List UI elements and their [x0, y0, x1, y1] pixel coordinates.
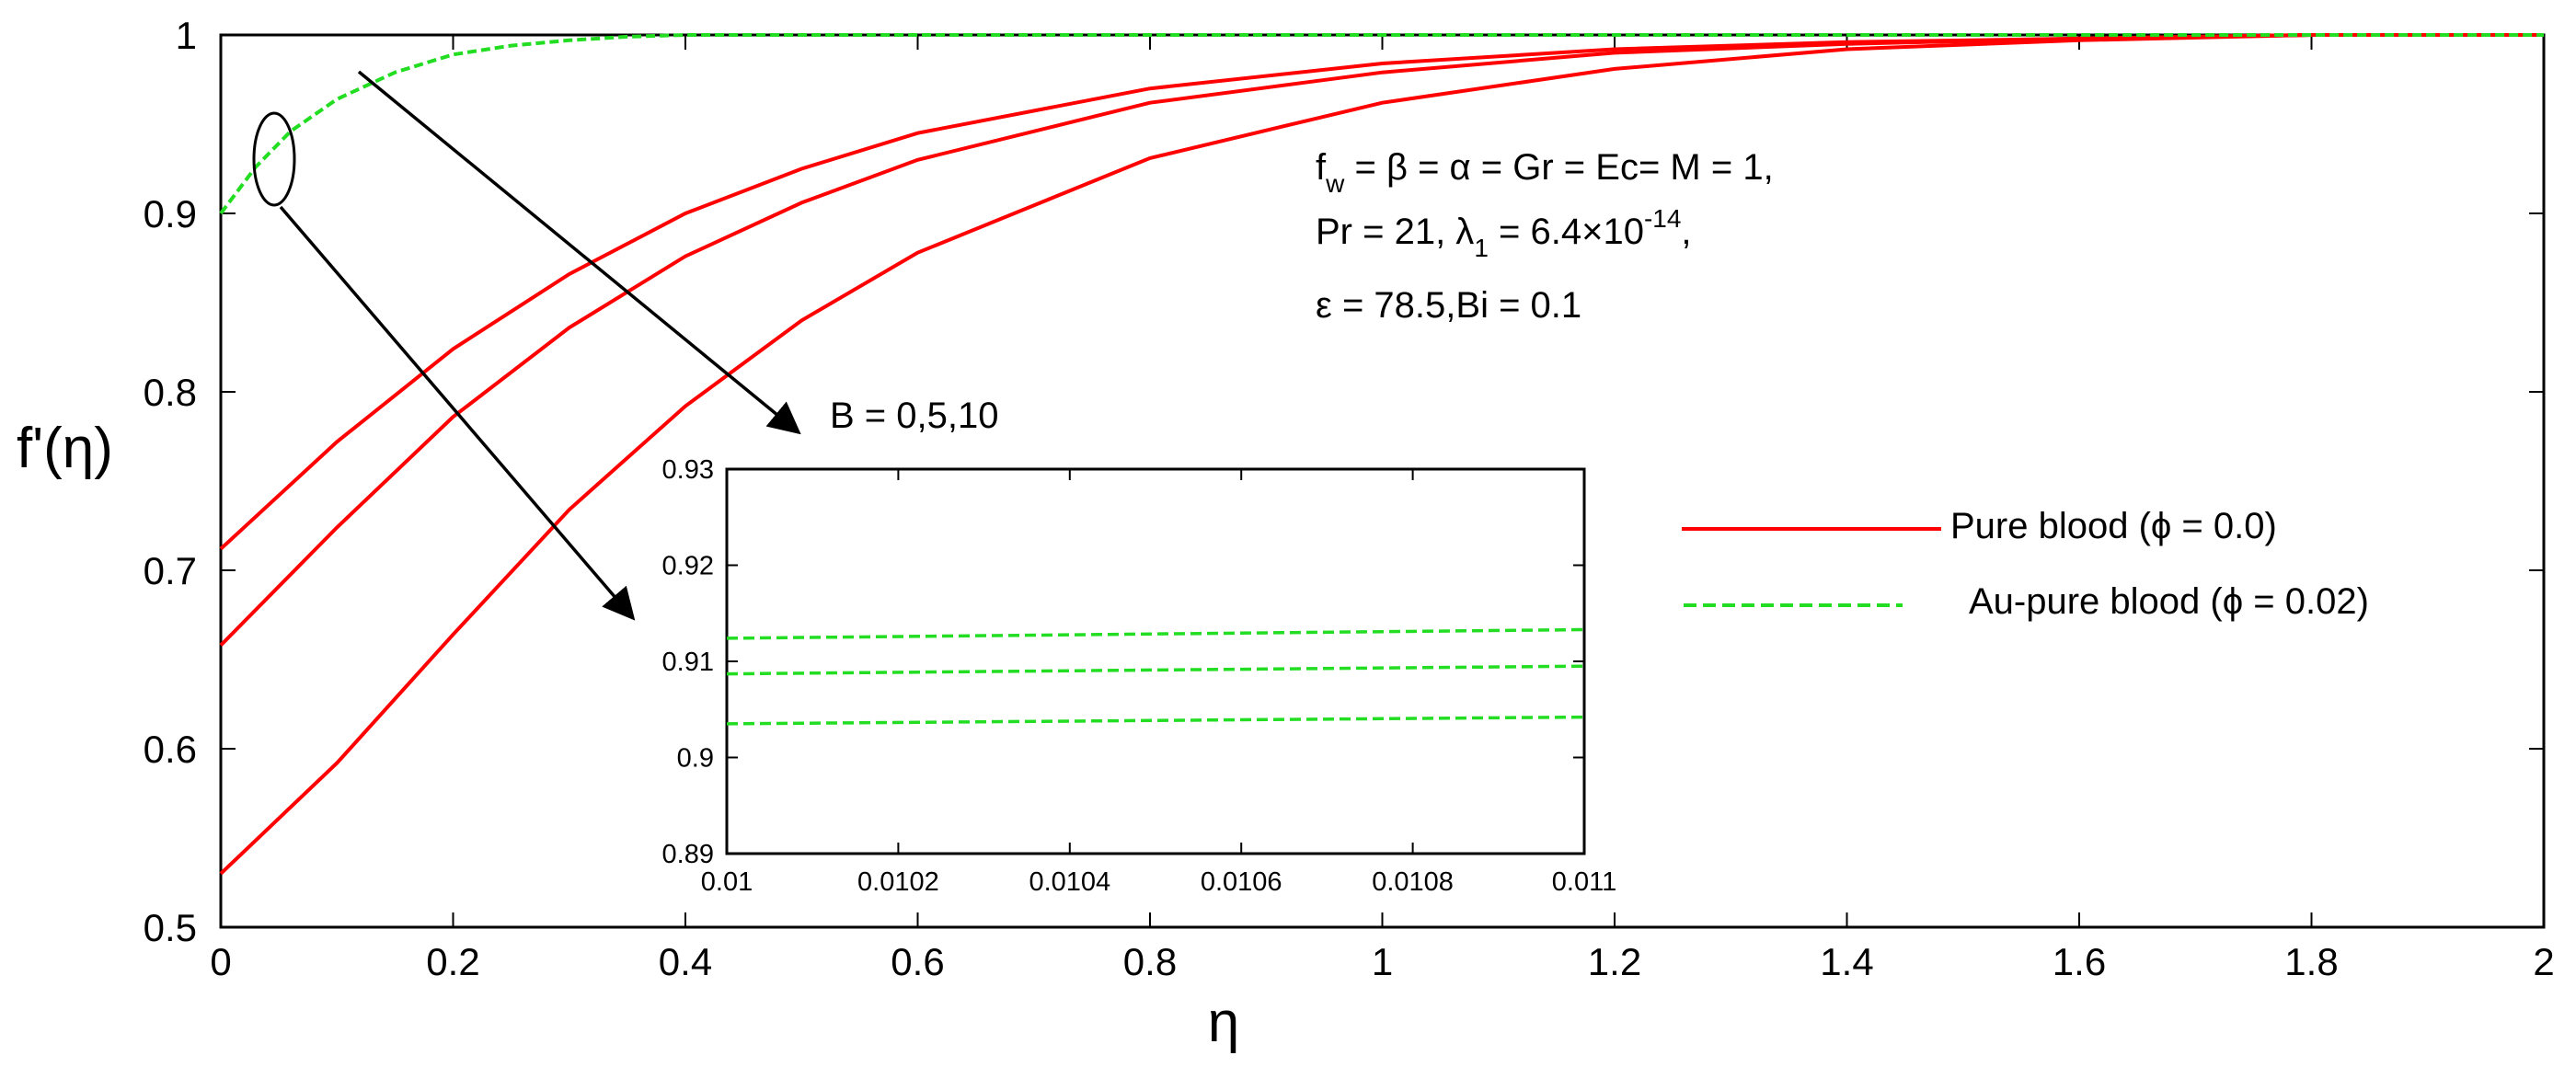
- param-line-3: ε = 78.5,Bi = 0.1: [1316, 285, 1581, 326]
- main-x-tick-label: 0.6: [891, 940, 944, 983]
- inset-x-tick-label: 0.0108: [1372, 867, 1454, 897]
- legend: Pure blood (ϕ = 0.0) Au-pure blood (ϕ = …: [1682, 506, 2369, 622]
- legend-label-au-pure-blood: Au-pure blood (ϕ = 0.02): [1969, 581, 2369, 622]
- zoom-ellipse: [252, 111, 296, 207]
- main-y-tick-label: 0.7: [144, 549, 197, 592]
- inset-x-tick-label: 0.011: [1552, 867, 1616, 897]
- inset-x-tick-label: 0.0102: [857, 867, 939, 897]
- inset-y-tick-label: 0.93: [662, 455, 714, 485]
- main-y-tick-label: 0.8: [144, 371, 197, 414]
- legend-label-pure-blood: Pure blood (ϕ = 0.0): [1950, 506, 2277, 546]
- main-series-line-3: [219, 33, 2544, 215]
- arrow-to-inset: [279, 205, 636, 621]
- main-x-tick-label: 0: [210, 940, 231, 983]
- param-line-1: fw = β = α = Gr = Ec= M = 1,: [1316, 147, 1774, 198]
- inset-frame: [725, 467, 1586, 855]
- main-y-tick-label: 0.5: [144, 906, 197, 949]
- arrow-b-direction: [357, 70, 801, 435]
- inset-y-tick-label: 0.9: [677, 744, 714, 774]
- y-axis-label: f'(η): [17, 417, 113, 480]
- main-x-tick-label: 0.4: [659, 940, 712, 983]
- inset-x-tick-label: 0.0106: [1201, 867, 1282, 897]
- main-x-tick-label: 1.8: [2284, 940, 2338, 983]
- inset-y-tick-label: 0.89: [662, 840, 714, 869]
- main-series-line-2: [219, 33, 2544, 876]
- inset-plot: 0.01 0.0102 0.0104 0.0106 0.0108 0.011 0.89 0.9…: [662, 455, 1617, 897]
- inset-y-tick-label: 0.92: [662, 552, 714, 581]
- inset-series-line-0: [726, 627, 1585, 640]
- main-x-tick-label: 0.8: [1123, 940, 1177, 983]
- main-x-tick-label: 1: [1372, 940, 1393, 983]
- main-y-tick-label: 1: [176, 14, 197, 57]
- b-values-label: B = 0,5,10: [830, 396, 998, 436]
- inset-series-line-1: [726, 664, 1585, 676]
- main-x-tick-label: 1.2: [1588, 940, 1641, 983]
- inset-y-tick-label: 0.91: [662, 648, 714, 677]
- inset-x-tick-label: 0.01: [701, 867, 753, 897]
- param-line-2: Pr = 21, λ1 = 6.4×10-14,: [1316, 204, 1692, 262]
- main-x-tick-label: 0.2: [426, 940, 479, 983]
- main-x-tick-label: 1.4: [1820, 940, 1873, 983]
- main-y-tick-label: 0.9: [144, 192, 197, 235]
- main-y-tick-label: 0.6: [144, 728, 197, 771]
- inset-x-tick-label: 0.0104: [1029, 867, 1110, 897]
- overlay: fw = β = α = Gr = Ec= M = 1, Pr = 21, λ1…: [252, 70, 2369, 622]
- main-series-line-1: [219, 33, 2544, 647]
- inset-series-line-2: [726, 715, 1585, 726]
- x-axis-label: η: [1208, 991, 1239, 1054]
- main-x-tick-label: 2: [2533, 940, 2554, 983]
- main-x-tick-label: 1.6: [2053, 940, 2106, 983]
